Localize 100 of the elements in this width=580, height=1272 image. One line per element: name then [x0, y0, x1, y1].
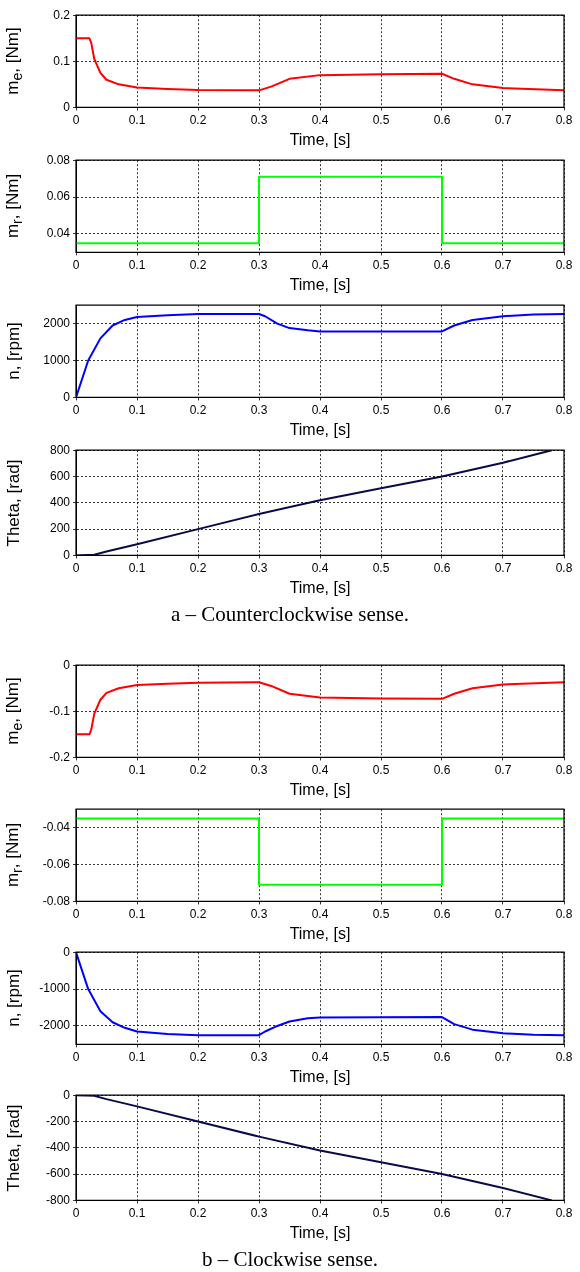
x-tick-label: 0.3 — [250, 1049, 268, 1064]
x-tick-label: 0.2 — [189, 762, 207, 777]
x-tick-label: 0.1 — [128, 560, 146, 575]
x-tick-label: 0.1 — [128, 762, 146, 777]
x-tick-label: 0.8 — [555, 906, 573, 921]
x-tick-label: 0.1 — [128, 906, 146, 921]
x-tick-label: 0.3 — [250, 560, 268, 575]
y-tick-label: -2000 — [39, 1018, 71, 1033]
x-axis-title: Time, [s] — [289, 275, 351, 293]
x-tick-label: 0.7 — [494, 1049, 512, 1064]
y-tick-label: 0 — [63, 1087, 71, 1102]
y-tick-label: -0.08 — [42, 893, 71, 908]
x-tick-label: 0.6 — [433, 112, 451, 127]
x-tick-label: 0.8 — [555, 1205, 573, 1220]
y-tick-label: -800 — [45, 1192, 71, 1207]
x-tick-label: 0.3 — [250, 402, 268, 417]
y-tick-label: 800 — [49, 442, 71, 457]
x-axis-title: Time, [s] — [289, 1223, 351, 1241]
x-tick-label: 0.8 — [555, 257, 573, 272]
x-axis-title: Time, [s] — [289, 1067, 351, 1085]
x-axis-title: Time, [s] — [289, 130, 351, 148]
x-axis-title: Time, [s] — [289, 924, 351, 942]
y-axis-title: Theta, [rad] — [4, 1104, 24, 1192]
y-tick-label: 600 — [49, 468, 71, 483]
x-tick-label: 0.2 — [189, 257, 207, 272]
x-tick-label: 0.3 — [250, 257, 268, 272]
x-tick-label: 0.4 — [311, 1205, 329, 1220]
y-tick-label: -400 — [45, 1140, 71, 1155]
x-tick-label: 0.4 — [311, 560, 329, 575]
x-tick-label: 0.8 — [555, 402, 573, 417]
y-tick-label: 400 — [49, 495, 71, 510]
y-tick-label: -200 — [45, 1113, 71, 1128]
text: a – Counterclockwise sense. — [170, 602, 410, 627]
x-tick-label: 0.1 — [128, 402, 146, 417]
y-tick-label: 0 — [63, 657, 71, 672]
y-tick-label: 2000 — [43, 315, 71, 330]
x-tick-label: 0.1 — [128, 1049, 146, 1064]
x-tick-label: 0.4 — [311, 112, 329, 127]
x-tick-label: 0.5 — [372, 1205, 390, 1220]
x-tick-label: 0.8 — [555, 1049, 573, 1064]
x-tick-label: 0.2 — [189, 1205, 207, 1220]
y-tick-label: 0.04 — [46, 226, 71, 241]
y-tick-label: 0.06 — [46, 189, 71, 204]
x-tick-label: 0.8 — [555, 762, 573, 777]
x-tick-label: 0.8 — [555, 560, 573, 575]
y-tick-label: -0.04 — [42, 819, 71, 834]
y-tick-label: 0 — [63, 547, 71, 562]
x-tick-label: 0.5 — [372, 762, 390, 777]
x-axis-title: Time, [s] — [289, 578, 351, 596]
x-axis-title: Time, [s] — [289, 780, 351, 798]
x-tick-label: 0.3 — [250, 112, 268, 127]
x-tick-label: 0.5 — [372, 560, 390, 575]
x-tick-label: 0.7 — [494, 762, 512, 777]
x-tick-label: 0.3 — [250, 1205, 268, 1220]
x-tick-label: 0.1 — [128, 112, 146, 127]
x-tick-label: 0.2 — [189, 402, 207, 417]
x-tick-label: 0.3 — [250, 906, 268, 921]
y-tick-label: -0.2 — [49, 749, 71, 764]
x-tick-label: 0.7 — [494, 257, 512, 272]
x-tick-label: 0.6 — [433, 1049, 451, 1064]
x-tick-label: 0.2 — [189, 1049, 207, 1064]
y-axis-title: Theta, [rad] — [4, 459, 24, 547]
x-tick-label: 0.5 — [372, 402, 390, 417]
x-tick-label: 0.4 — [311, 257, 329, 272]
x-tick-label: 0.5 — [372, 257, 390, 272]
x-tick-label: 0.6 — [433, 1205, 451, 1220]
x-tick-label: 0.7 — [494, 906, 512, 921]
x-tick-label: 0.5 — [372, 1049, 390, 1064]
x-tick-label: 0.6 — [433, 906, 451, 921]
y-tick-label: 0.2 — [53, 7, 71, 22]
x-tick-label: 0.5 — [372, 112, 390, 127]
y-tick-label: 200 — [49, 521, 71, 536]
x-tick-label: 0.6 — [433, 257, 451, 272]
x-axis-title: Time, [s] — [289, 420, 351, 438]
y-axis-title: n, [rpm] — [4, 322, 24, 381]
x-tick-label: 0.4 — [311, 402, 329, 417]
x-tick-label: 0.4 — [311, 1049, 329, 1064]
x-tick-label: 0.7 — [494, 1205, 512, 1220]
x-tick-label: 0.3 — [250, 762, 268, 777]
x-tick-label: 0.7 — [494, 560, 512, 575]
y-tick-label: -1000 — [39, 981, 71, 996]
y-tick-label: 0.08 — [46, 152, 71, 167]
y-tick-label: -0.1 — [49, 703, 71, 718]
x-tick-label: 0.6 — [433, 762, 451, 777]
x-tick-label: 0.7 — [494, 402, 512, 417]
x-tick-label: 0.6 — [433, 402, 451, 417]
x-tick-label: 0.1 — [128, 257, 146, 272]
x-tick-label: 0.2 — [189, 112, 207, 127]
y-tick-label: -600 — [45, 1166, 71, 1181]
y-tick-label: -0.06 — [42, 856, 71, 871]
text: b – Clockwise sense. — [200, 1247, 380, 1272]
y-tick-label: 1000 — [43, 352, 71, 367]
x-tick-label: 0.1 — [128, 1205, 146, 1220]
x-tick-label: 0.5 — [372, 906, 390, 921]
y-tick-label: 0 — [63, 99, 71, 114]
x-tick-label: 0.6 — [433, 560, 451, 575]
x-tick-label: 0.8 — [555, 112, 573, 127]
x-tick-label: 0.4 — [311, 762, 329, 777]
x-tick-label: 0.4 — [311, 906, 329, 921]
x-tick-label: 0.7 — [494, 112, 512, 127]
